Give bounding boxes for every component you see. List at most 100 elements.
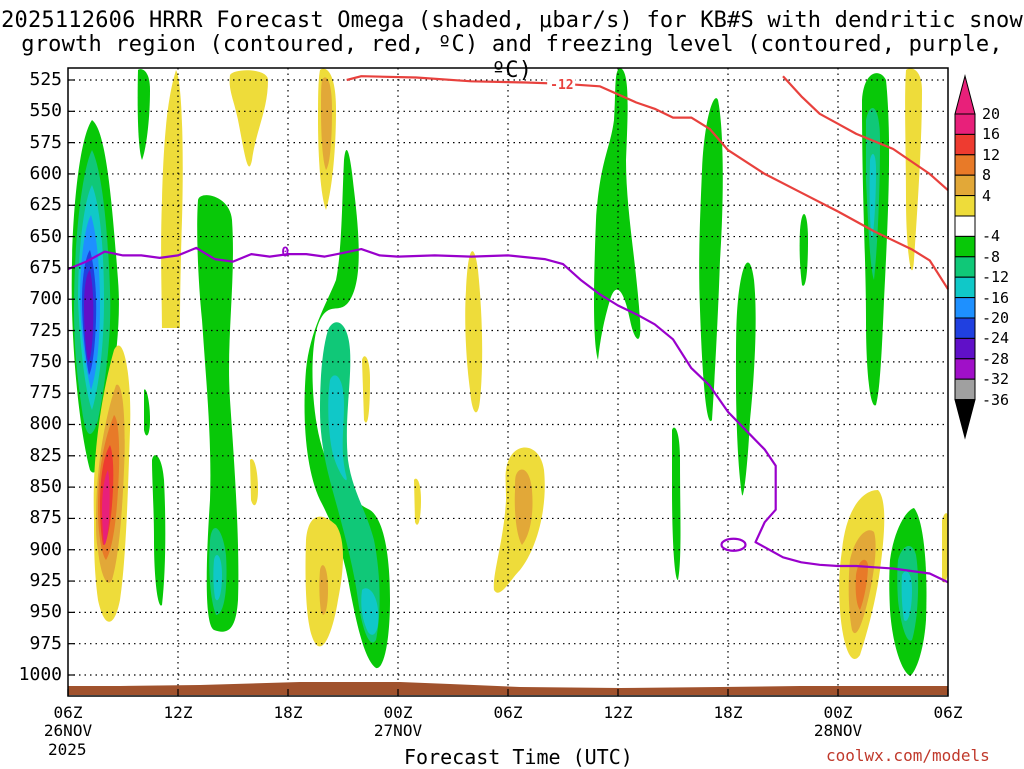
- y-tick-label: 800: [29, 413, 62, 435]
- x-axis-title: Forecast Time (UTC): [404, 745, 633, 769]
- x-tick-label: 00Z: [823, 703, 853, 722]
- x-tick-label: 18Z: [273, 703, 303, 722]
- colorbar-label: 20: [982, 105, 1001, 123]
- y-tick-label: 650: [29, 225, 62, 247]
- contour-lines: 0 -12: [67, 75, 949, 584]
- dgz-minus12-label: -12: [550, 78, 573, 93]
- colorbar-swatch: [954, 113, 976, 135]
- colorbar-swatch: [954, 174, 976, 197]
- y-tick-label: 625: [29, 194, 62, 216]
- omega-feature: [414, 478, 421, 525]
- colorbar-label: -32: [982, 370, 1010, 389]
- colorbar-swatch: [954, 235, 976, 258]
- omega-feature: [229, 70, 268, 167]
- chart-title-line-2: growth region (contoured, red, ºC) and f…: [21, 32, 1003, 83]
- colorbar-swatch: [954, 317, 976, 339]
- dgz-minus12-contour: [346, 75, 949, 290]
- omega-feature: [161, 70, 183, 328]
- freezing-level-contour: [67, 246, 949, 584]
- x-tick-label: 12Z: [163, 703, 193, 722]
- freezing-level-loop: [720, 537, 747, 552]
- omega-feature: [905, 68, 922, 271]
- y-tick-label: 900: [29, 538, 62, 560]
- colorbar-swatch: [954, 276, 976, 299]
- colorbar-label: 8: [982, 166, 992, 185]
- x-tick-label: 12Z: [603, 703, 633, 722]
- omega-feature: [102, 470, 110, 545]
- omega-feature: [197, 195, 239, 632]
- omega-feature: [319, 565, 328, 615]
- y-tick-label: 850: [29, 476, 62, 498]
- y-tick-label: 725: [29, 319, 62, 341]
- colorbar-label: -24: [982, 329, 1010, 348]
- y-tick-label: 675: [29, 256, 62, 278]
- omega-feature: [942, 513, 948, 583]
- chart-title-line-1: 2025112606 HRRR Forecast Omega (shaded, …: [1, 8, 1023, 33]
- y-tick-label: 875: [29, 507, 62, 529]
- colorbar-swatch: [954, 297, 976, 319]
- colorbar-label: -36: [982, 390, 1010, 409]
- colorbar-label: 4: [982, 186, 992, 205]
- colorbar-swatch: [954, 195, 976, 217]
- grid-lines: [68, 68, 948, 696]
- colorbar-label: -12: [982, 268, 1010, 287]
- date-label: 28NOV: [813, 721, 863, 740]
- x-tick-label: 06Z: [933, 703, 963, 722]
- y-tick-label: 925: [29, 570, 62, 592]
- freezing-level-label: 0: [281, 246, 289, 261]
- colorbar-label: -16: [982, 288, 1010, 307]
- omega-feature: [699, 98, 723, 422]
- colorbar-swatch: [954, 133, 976, 156]
- y-tick-label: 525: [29, 69, 62, 90]
- date-label: 26NOV: [43, 721, 93, 740]
- x-tick-label: 18Z: [713, 703, 743, 722]
- omega-feature: [137, 69, 150, 160]
- y-tick-label: 550: [29, 100, 62, 122]
- y-tick-label: 575: [29, 131, 62, 153]
- omega-feature: [465, 251, 483, 413]
- colorbar-swatch: [954, 215, 976, 237]
- colorbar-bottom-arrow: [954, 399, 976, 440]
- y-tick-label: 825: [29, 444, 62, 466]
- y-tick-label: 700: [29, 288, 62, 310]
- axis-ticks: [67, 79, 949, 696]
- omega-feature: [514, 469, 533, 545]
- omega-feature: [213, 555, 222, 601]
- omega-feature: [361, 588, 379, 635]
- colorbar-label: -28: [982, 349, 1010, 368]
- y-tick-label: 750: [29, 350, 62, 372]
- y-tick-label: 600: [29, 162, 62, 184]
- colorbar-swatch: [954, 154, 976, 176]
- colorbar-swatch: [954, 358, 976, 380]
- dgz-label-bg: [547, 75, 576, 90]
- date-label: 27NOV: [373, 721, 423, 740]
- dgz-minus12-contour-secondary: [782, 75, 949, 192]
- credit-link[interactable]: coolwx.com/models: [826, 746, 990, 765]
- colorbar-label: 12: [982, 145, 1001, 164]
- omega-feature: [362, 356, 370, 423]
- omega-feature: [736, 262, 756, 496]
- omega-shading: [71, 68, 948, 676]
- omega-feature: [84, 270, 94, 362]
- x-tick-label: 00Z: [383, 703, 413, 722]
- omega-feature: [321, 77, 332, 170]
- colorbar: [954, 74, 976, 440]
- colorbar-label: 16: [982, 125, 1001, 144]
- y-tick-label: 775: [29, 382, 62, 404]
- colorbar-swatch: [954, 337, 976, 360]
- colorbar-swatch: [954, 378, 976, 401]
- colorbar-swatch: [954, 256, 976, 278]
- colorbar-label: -20: [982, 309, 1010, 327]
- colorbar-label: -4: [982, 227, 1001, 246]
- colorbar-label: -8: [982, 247, 1001, 266]
- y-tick-label: 950: [29, 601, 62, 623]
- omega-feature: [869, 154, 876, 240]
- y-tick-label: 975: [29, 632, 62, 654]
- omega-feature: [328, 375, 347, 481]
- omega-feature: [152, 455, 166, 606]
- omega-feature: [594, 68, 641, 360]
- x-tick-label: 06Z: [493, 703, 523, 722]
- omega-feature: [250, 459, 258, 506]
- year-label: 2025: [48, 740, 87, 759]
